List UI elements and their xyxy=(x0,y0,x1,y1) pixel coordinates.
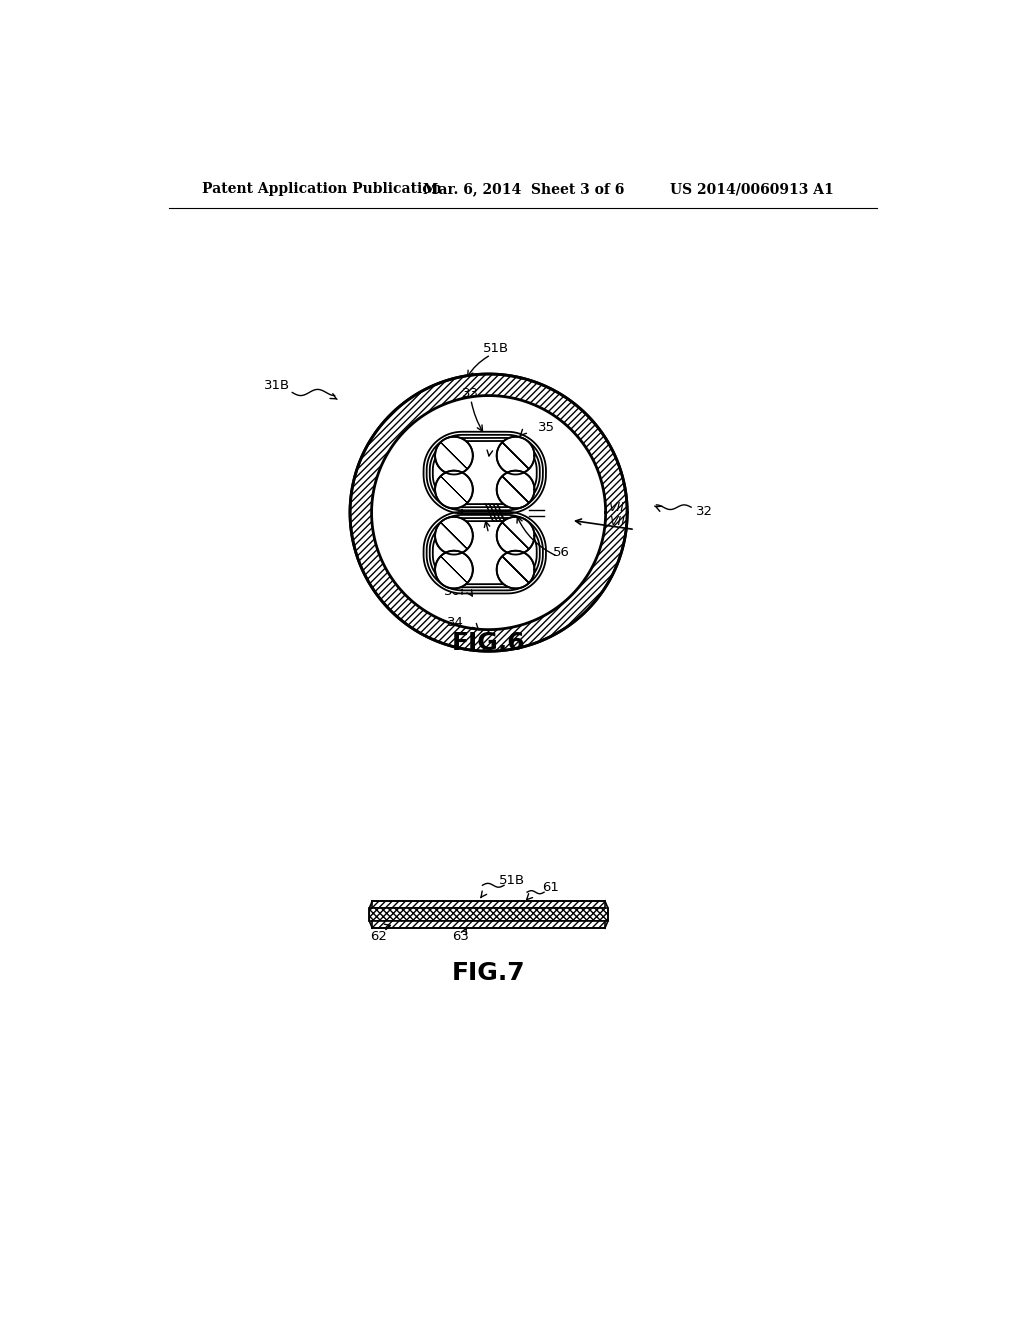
Polygon shape xyxy=(370,908,608,921)
Text: VII: VII xyxy=(608,500,624,513)
Text: 35: 35 xyxy=(538,421,555,434)
Polygon shape xyxy=(424,512,546,594)
Text: Mar. 6, 2014  Sheet 3 of 6: Mar. 6, 2014 Sheet 3 of 6 xyxy=(423,182,625,197)
Text: 63: 63 xyxy=(452,929,469,942)
Polygon shape xyxy=(497,550,535,589)
Polygon shape xyxy=(373,921,605,928)
Text: 53: 53 xyxy=(480,521,497,535)
Text: 51B: 51B xyxy=(499,874,524,887)
Text: 32: 32 xyxy=(695,504,713,517)
Polygon shape xyxy=(372,396,605,630)
Polygon shape xyxy=(435,550,473,589)
Text: 55: 55 xyxy=(494,502,510,515)
Text: Patent Application Publication: Patent Application Publication xyxy=(202,182,441,197)
Polygon shape xyxy=(497,471,535,508)
Text: 34: 34 xyxy=(447,616,464,630)
Text: US 2014/0060913 A1: US 2014/0060913 A1 xyxy=(670,182,834,197)
Text: 33: 33 xyxy=(463,387,479,400)
Text: 51B: 51B xyxy=(483,342,509,355)
Text: 61: 61 xyxy=(542,880,559,894)
Text: 54: 54 xyxy=(485,441,503,454)
Text: FIG.7: FIG.7 xyxy=(452,961,525,985)
Polygon shape xyxy=(350,374,628,651)
Polygon shape xyxy=(497,517,535,554)
Text: 36: 36 xyxy=(444,585,461,598)
Text: 56: 56 xyxy=(553,546,570,560)
Polygon shape xyxy=(373,900,605,908)
Text: 62: 62 xyxy=(370,929,387,942)
Polygon shape xyxy=(435,517,473,554)
Text: FIG.6: FIG.6 xyxy=(452,631,525,656)
Polygon shape xyxy=(435,471,473,508)
Text: 31B: 31B xyxy=(264,379,290,392)
Text: VII: VII xyxy=(609,515,626,528)
Polygon shape xyxy=(424,432,546,513)
Polygon shape xyxy=(435,437,473,474)
Polygon shape xyxy=(497,437,535,474)
